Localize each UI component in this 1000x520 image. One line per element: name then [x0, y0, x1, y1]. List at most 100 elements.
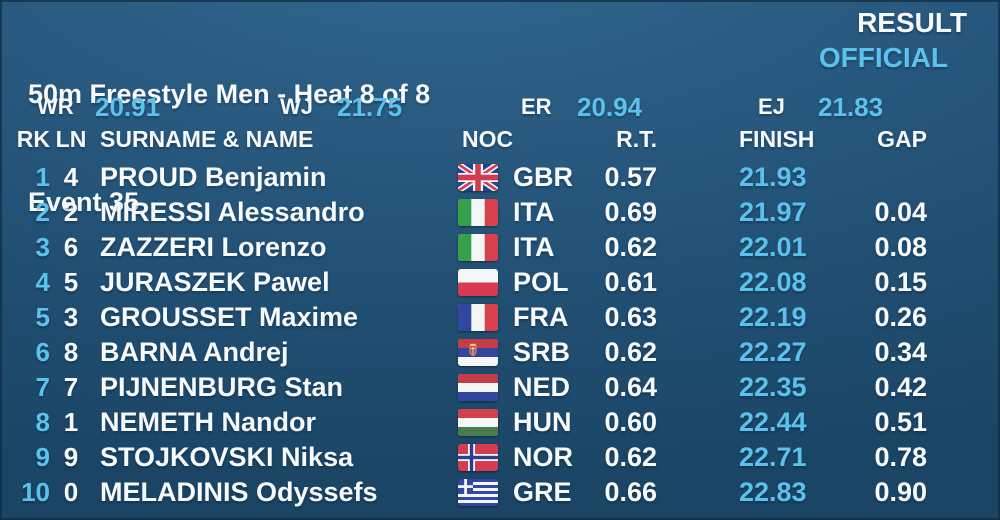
record-er-label: ER	[521, 94, 552, 119]
col-header-finish: FINISH	[739, 126, 815, 152]
gap-value: 0.78	[874, 442, 927, 472]
finish-time: 22.08	[739, 267, 807, 297]
col-header-rt: R.T.	[616, 126, 657, 152]
noc-code: NED	[513, 372, 571, 402]
flag-icon-pol	[458, 269, 498, 296]
noc-code: ITA	[513, 232, 555, 262]
rank-value: 9	[35, 442, 50, 472]
table-row: 2 2 MIRESSI Alessandro ITA 0.69 21.97 0.…	[0, 195, 1000, 230]
finish-time: 22.01	[739, 232, 807, 262]
flag-icon-ita	[458, 199, 498, 226]
records-bar: WR 20.91 WJ 21.75 ER 20.94 EJ 21.83	[0, 92, 1000, 122]
noc-code: FRA	[513, 302, 569, 332]
record-wj-value: 21.75	[337, 92, 403, 122]
record-wr-label: WR	[37, 94, 74, 119]
reaction-time: 0.64	[604, 372, 657, 402]
record-ej-value: 21.83	[818, 92, 884, 122]
col-header-gap: GAP	[877, 126, 927, 152]
flag-icon-gre	[458, 479, 498, 506]
table-row: 9 9 STOJKOVSKI Niksa NOR 0.62 22.71 0.78	[0, 440, 1000, 475]
lane-value: 8	[63, 337, 79, 367]
event-title: 50m Freestyle Men - Heat 8 of 8 Event 35	[28, 4, 430, 292]
swimmer-name: PIJNENBURG Stan	[100, 372, 344, 402]
finish-time: 21.93	[739, 162, 807, 192]
noc-code: ITA	[513, 197, 555, 227]
lane-value: 7	[63, 372, 79, 402]
noc-code: NOR	[513, 442, 573, 472]
finish-time: 22.27	[739, 337, 807, 367]
lane-value: 1	[63, 407, 79, 437]
swimmer-name: NEMETH Nandor	[100, 407, 316, 437]
flag-icon-ita	[458, 234, 498, 261]
swimmer-name: GROUSSET Maxime	[100, 302, 359, 332]
rank-value: 10	[21, 477, 50, 507]
swimmer-name: PROUD Benjamin	[100, 162, 327, 192]
rank-value: 2	[35, 197, 50, 227]
gap-value: 0.04	[874, 197, 927, 227]
table-row: 6 8 BARNA Andrej SRB 0.62 22.27 0.34	[0, 335, 1000, 370]
official-status: OFFICIAL	[818, 42, 948, 73]
lane-value: 0	[63, 477, 79, 507]
table-row: 8 1 NEMETH Nandor HUN 0.60 22.44 0.51	[0, 405, 1000, 440]
finish-time: 21.97	[739, 197, 807, 227]
record-er-value: 20.94	[577, 92, 643, 122]
reaction-time: 0.69	[604, 197, 657, 227]
lane-value: 6	[63, 232, 79, 262]
flag-icon-srb	[458, 339, 498, 366]
gap-value: 0.51	[874, 407, 927, 437]
gap-value: 0.42	[874, 372, 927, 402]
swimmer-name: BARNA Andrej	[100, 337, 289, 367]
col-header-name: SURNAME & NAME	[100, 126, 314, 152]
swimmer-name: STOJKOVSKI Niksa	[100, 442, 354, 472]
gap-value: 0.08	[874, 232, 927, 262]
rank-value: 1	[35, 162, 50, 192]
table-row: 4 5 JURASZEK Pawel POL 0.61 22.08 0.15	[0, 265, 1000, 300]
reaction-time: 0.57	[604, 162, 657, 192]
gap-value: 0.34	[874, 337, 927, 367]
reaction-time: 0.61	[604, 267, 657, 297]
table-row: 7 7 PIJNENBURG Stan NED 0.64 22.35 0.42	[0, 370, 1000, 405]
lane-value: 3	[63, 302, 79, 332]
noc-code: SRB	[513, 337, 571, 367]
rank-value: 5	[35, 302, 50, 332]
rank-value: 4	[35, 267, 50, 297]
noc-code: GRE	[513, 477, 572, 507]
lane-value: 4	[63, 162, 79, 192]
record-wr-value: 20.91	[95, 92, 161, 122]
finish-time: 22.71	[739, 442, 807, 472]
table-row: 10 0 MELADINIS Odyssefs GRE 0.66 22.83 0…	[0, 475, 1000, 510]
reaction-time: 0.62	[604, 232, 657, 262]
col-header-lane: LN	[55, 126, 87, 152]
reaction-time: 0.63	[604, 302, 657, 332]
rank-value: 8	[35, 407, 50, 437]
noc-code: HUN	[513, 407, 572, 437]
col-header-noc: NOC	[462, 126, 514, 152]
flag-icon-fra	[458, 304, 498, 331]
rank-value: 3	[35, 232, 50, 262]
swimmer-name: MIRESSI Alessandro	[100, 197, 365, 227]
flag-icon-hun	[458, 409, 498, 436]
event-title-line1: 50m Freestyle Men - Heat 8 of 8	[28, 79, 431, 109]
finish-time: 22.83	[739, 477, 807, 507]
swimmer-name: MELADINIS Odyssefs	[100, 477, 378, 507]
record-wj-label: WJ	[280, 94, 313, 119]
table-row: 3 6 ZAZZERI Lorenzo ITA 0.62 22.01 0.08	[0, 230, 1000, 265]
gap-value: 0.90	[874, 477, 927, 507]
flag-icon-nor	[458, 444, 498, 471]
rank-value: 7	[35, 372, 50, 402]
reaction-time: 0.62	[604, 442, 657, 472]
noc-code: GBR	[513, 162, 573, 192]
gap-value: 0.26	[874, 302, 927, 332]
table-row: 5 3 GROUSSET Maxime FRA 0.63 22.19 0.26	[0, 300, 1000, 335]
finish-time: 22.19	[739, 302, 807, 332]
table-row: 1 4 PROUD Benjamin GBR 0.57 21.93	[0, 160, 1000, 195]
reaction-time: 0.66	[604, 477, 657, 507]
result-status: RESULT	[857, 7, 967, 38]
record-ej-label: EJ	[758, 94, 785, 119]
rank-value: 6	[35, 337, 50, 367]
flag-icon-ned	[458, 374, 498, 401]
event-title-line2: Event 35	[28, 187, 140, 217]
swimmer-name: ZAZZERI Lorenzo	[100, 232, 327, 262]
gap-value: 0.15	[874, 267, 927, 297]
